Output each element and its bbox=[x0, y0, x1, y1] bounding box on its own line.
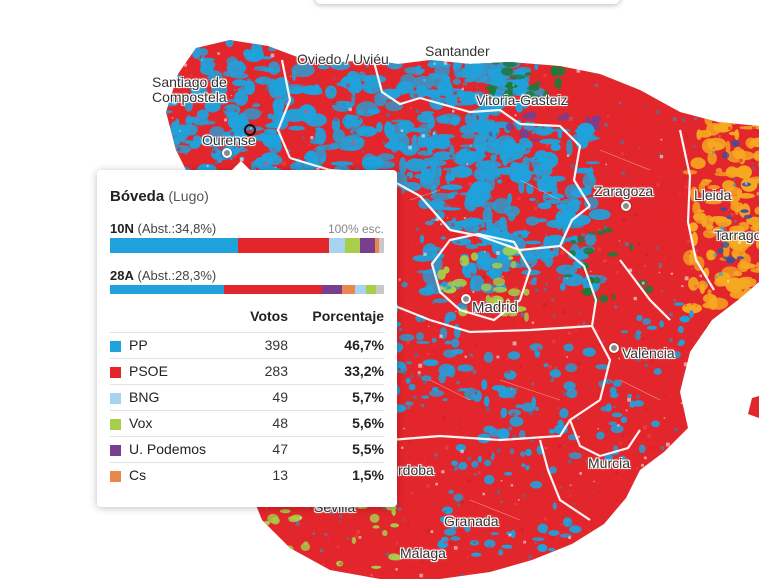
current-election-row: 10N (Abst.:34,8%) 100% esc. bbox=[110, 218, 384, 236]
party-votes: 398 bbox=[224, 331, 288, 358]
city-label-murcia: Murcia bbox=[588, 455, 631, 471]
current-election-label: 10N bbox=[110, 221, 134, 236]
city-label-valencia: València bbox=[622, 345, 675, 361]
city-label-santiago: Santiago de Compostela bbox=[152, 74, 227, 105]
city-label-ourense: Ourense bbox=[202, 132, 256, 148]
balearic-fragment bbox=[748, 396, 759, 418]
table-row: PP 398 46,7% bbox=[110, 331, 384, 358]
bar-segment bbox=[375, 285, 384, 294]
party-percentage: 5,7% bbox=[288, 383, 384, 410]
city-label-zaragoza: Zaragoza bbox=[594, 183, 654, 199]
city-label-santander: Santander bbox=[425, 43, 490, 59]
bar-segment bbox=[359, 238, 375, 253]
party-votes: 13 bbox=[224, 461, 288, 488]
current-abstention: (Abst.:34,8%) bbox=[137, 221, 217, 236]
previous-results-bar bbox=[110, 285, 384, 294]
results-table: Votos Porcentaje PP 398 46,7% PSOE 283 3… bbox=[110, 306, 384, 488]
party-color-swatch bbox=[110, 418, 121, 430]
bar-segment bbox=[237, 238, 329, 253]
city-label-malaga: Málaga bbox=[400, 545, 446, 561]
table-row: Cs 13 1,5% bbox=[110, 461, 384, 488]
city-label-tarragona: Tarrago bbox=[714, 227, 759, 243]
party-percentage: 46,7% bbox=[288, 331, 384, 358]
city-marker-ourense bbox=[222, 148, 232, 158]
bar-segment bbox=[366, 285, 376, 294]
party-name: PSOE bbox=[129, 357, 224, 384]
current-results-bar bbox=[110, 238, 384, 253]
table-row: BNG 49 5,7% bbox=[110, 383, 384, 410]
city-marker-zaragoza bbox=[621, 201, 631, 211]
city-label-vitoria: Vitoria-Gasteiz bbox=[476, 92, 568, 108]
bar-segment bbox=[223, 285, 323, 294]
party-percentage: 33,2% bbox=[288, 357, 384, 384]
municipality-name: Bóveda bbox=[110, 188, 165, 205]
previous-abstention: (Abst.:28,3%) bbox=[137, 268, 217, 283]
city-marker-madrid bbox=[461, 294, 471, 304]
city-marker-valencia bbox=[609, 343, 619, 353]
bar-segment bbox=[110, 238, 238, 253]
previous-election-label: 28A bbox=[110, 268, 134, 283]
bar-segment bbox=[379, 238, 384, 253]
party-votes: 283 bbox=[224, 357, 288, 384]
bar-segment bbox=[110, 285, 224, 294]
bar-segment bbox=[374, 238, 380, 253]
party-color-swatch bbox=[110, 340, 121, 352]
city-label-lleida: Lleida bbox=[694, 187, 732, 203]
municipality-tooltip: Bóveda (Lugo) 10N (Abst.:34,8%) 100% esc… bbox=[97, 161, 397, 507]
bar-segment bbox=[328, 238, 345, 253]
top-search-bar[interactable] bbox=[315, 0, 620, 4]
city-label-oviedo: Oviedo / Uviéu bbox=[297, 51, 389, 67]
bar-segment bbox=[341, 285, 356, 294]
table-row: PSOE 283 33,2% bbox=[110, 357, 384, 384]
party-percentage: 5,5% bbox=[288, 435, 384, 462]
party-name: Vox bbox=[129, 409, 224, 436]
party-percentage: 1,5% bbox=[288, 461, 384, 488]
city-label-cordoba: rdoba bbox=[398, 462, 434, 478]
party-color-swatch bbox=[110, 471, 121, 483]
table-row: Vox 48 5,6% bbox=[110, 409, 384, 436]
party-votes: 48 bbox=[224, 409, 288, 436]
city-label-madrid: Madrid bbox=[472, 299, 518, 316]
party-name: U. Podemos bbox=[129, 435, 224, 462]
bar-segment bbox=[344, 238, 360, 253]
tooltip-title: Bóveda (Lugo) bbox=[110, 188, 384, 212]
party-votes: 47 bbox=[224, 435, 288, 462]
party-color-swatch bbox=[110, 392, 121, 404]
city-label-granada: Granada bbox=[444, 513, 499, 529]
previous-election-row: 28A (Abst.:28,3%) bbox=[110, 265, 384, 283]
percentage-header: Porcentaje bbox=[312, 307, 384, 324]
party-color-swatch bbox=[110, 366, 121, 378]
party-name: BNG bbox=[129, 383, 224, 410]
bar-segment bbox=[355, 285, 367, 294]
scrutiny-status: 100% esc. bbox=[327, 222, 384, 236]
party-name: Cs bbox=[129, 461, 224, 488]
party-name: PP bbox=[129, 331, 224, 358]
table-row: U. Podemos 47 5,5% bbox=[110, 435, 384, 462]
selected-location-pin-icon[interactable] bbox=[244, 124, 256, 136]
party-percentage: 5,6% bbox=[288, 409, 384, 436]
province-name: (Lugo) bbox=[168, 188, 209, 204]
votes-header: Votos bbox=[250, 307, 288, 324]
party-color-swatch bbox=[110, 444, 121, 456]
bar-segment bbox=[322, 285, 342, 294]
party-votes: 49 bbox=[224, 383, 288, 410]
